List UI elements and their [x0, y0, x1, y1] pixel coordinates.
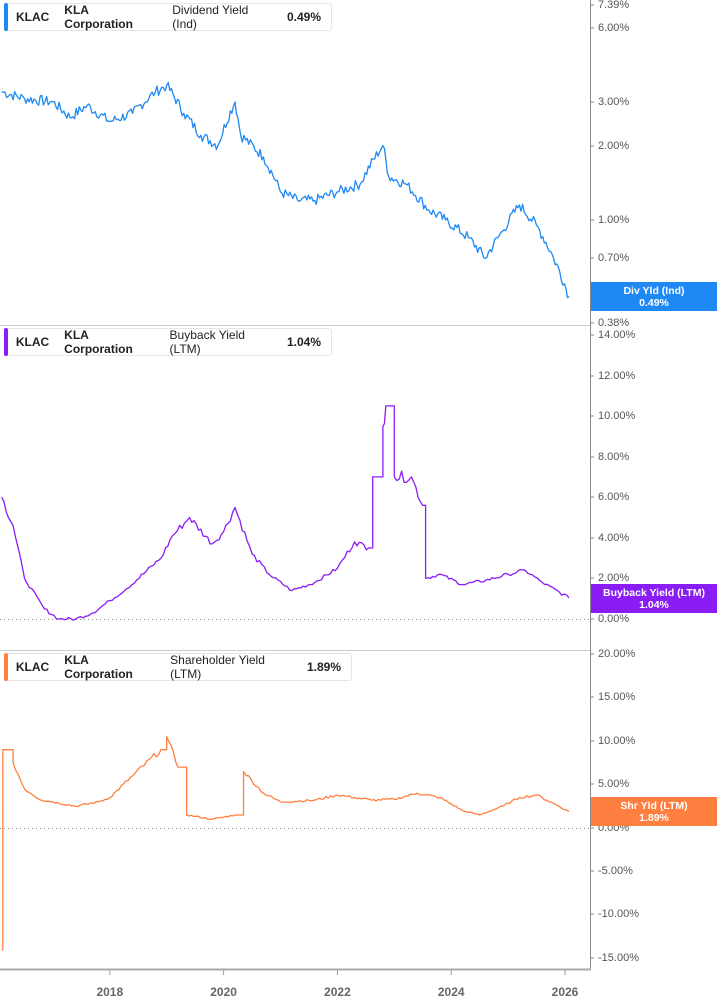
- y-tick-label: 10.00%: [598, 410, 636, 422]
- legend-metric: Buyback Yield (LTM): [169, 328, 245, 356]
- current-value-badge-shareholder: Shr Yld (LTM) 1.89%: [591, 797, 717, 826]
- y-tick-label: 0.00%: [598, 613, 630, 625]
- legend-ticker: KLAC: [15, 10, 50, 24]
- y-tick-label: 2.00%: [598, 572, 630, 584]
- dividend-yield-line: [1, 81, 570, 299]
- y-tick-label: 4.00%: [598, 532, 630, 544]
- legend-buyback-yield[interactable]: KLAC KLA Corporation Buyback Yield (LTM)…: [4, 328, 332, 356]
- legend-metric: Shareholder Yield (LTM): [170, 653, 265, 681]
- shareholder-yield-line: [1, 735, 570, 951]
- current-value-badge-dividend: Div Yld (Ind) 0.49%: [591, 282, 717, 311]
- y-tick-label: 14.00%: [598, 329, 636, 341]
- x-tick-label: 2020: [210, 985, 237, 999]
- y-tick-label: 5.00%: [598, 778, 630, 790]
- y-tick-label: -10.00%: [598, 908, 639, 920]
- legend-value: 0.49%: [286, 10, 321, 24]
- legend-company: KLA Corporation: [64, 3, 133, 31]
- legend-ticker: KLAC: [15, 335, 50, 349]
- y-tick-label: -5.00%: [598, 865, 633, 877]
- y-tick-label: 1.00%: [598, 214, 630, 226]
- badge-label: Shr Yld (LTM): [620, 800, 688, 812]
- legend-value: 1.89%: [306, 660, 341, 674]
- series-color-swatch: [4, 328, 8, 356]
- badge-label: Buyback Yield (LTM): [603, 587, 705, 599]
- y-tick-label: 8.00%: [598, 451, 630, 463]
- legend-company: KLA Corporation: [64, 328, 133, 356]
- y-axis-ticks: [591, 4, 594, 959]
- series-color-swatch: [4, 653, 8, 681]
- y-tick-label: 10.00%: [598, 735, 636, 747]
- buyback-yield-line: [1, 405, 570, 621]
- legend-shareholder-yield[interactable]: KLAC KLA Corporation Shareholder Yield (…: [4, 653, 352, 681]
- y-tick-label: -15.00%: [598, 952, 639, 964]
- y-tick-label: 15.00%: [598, 691, 636, 703]
- legend-dividend-yield[interactable]: KLAC KLA Corporation Dividend Yield (Ind…: [4, 3, 332, 31]
- badge-value: 1.04%: [639, 599, 669, 611]
- legend-value: 1.04%: [286, 335, 322, 349]
- y-tick-label: 2.00%: [598, 140, 630, 152]
- badge-label: Div Yld (Ind): [623, 285, 685, 297]
- legend-metric: Dividend Yield (Ind): [172, 3, 249, 31]
- current-value-badge-buyback: Buyback Yield (LTM) 1.04%: [591, 584, 717, 613]
- badge-value: 1.89%: [639, 812, 669, 824]
- y-tick-label: 0.70%: [598, 252, 630, 264]
- y-tick-label: 0.38%: [598, 317, 630, 329]
- x-tick-label: 2022: [324, 985, 351, 999]
- badge-value: 0.49%: [639, 297, 669, 309]
- y-tick-label: 3.00%: [598, 96, 630, 108]
- x-tick-label: 2018: [96, 985, 124, 999]
- y-tick-label: 12.00%: [598, 370, 636, 382]
- legend-company: KLA Corporation: [64, 653, 133, 681]
- y-tick-label: 6.00%: [598, 491, 630, 503]
- x-axis-ticks: [109, 970, 566, 975]
- legend-ticker: KLAC: [15, 660, 50, 674]
- y-tick-label: 20.00%: [598, 648, 636, 660]
- y-tick-label: 6.00%: [598, 22, 630, 34]
- series-color-swatch: [4, 3, 8, 31]
- x-tick-label: 2026: [551, 985, 579, 999]
- x-tick-label: 2024: [437, 985, 465, 999]
- y-tick-label: 7.39%: [598, 0, 630, 11]
